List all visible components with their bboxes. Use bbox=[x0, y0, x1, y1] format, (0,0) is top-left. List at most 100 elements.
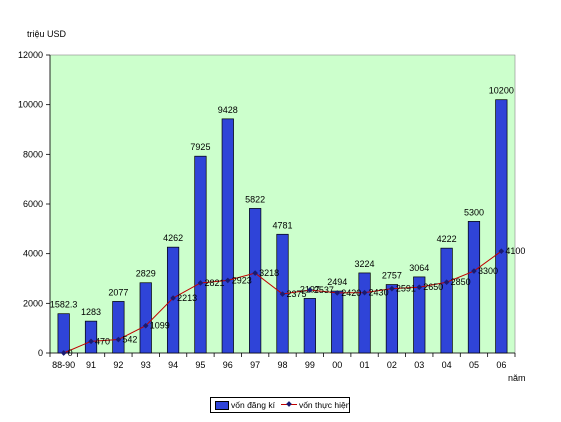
x-tick-label: 88-90 bbox=[52, 360, 75, 370]
y-tick-label: 8000 bbox=[23, 149, 43, 159]
line-value-label: 2850 bbox=[451, 277, 471, 287]
bar-value-label: 4222 bbox=[437, 234, 457, 244]
bar bbox=[84, 320, 98, 354]
x-tick-label: 00 bbox=[332, 360, 342, 370]
line-value-label: 2213 bbox=[177, 293, 197, 303]
line-value-label: 1099 bbox=[150, 321, 170, 331]
line-point bbox=[443, 279, 450, 286]
y-tick-label: 4000 bbox=[23, 249, 43, 259]
bar bbox=[467, 221, 481, 354]
line-value-label: 0 bbox=[68, 348, 73, 358]
y-tick-label: 6000 bbox=[23, 199, 43, 209]
legend-bar-label: vốn đăng kí bbox=[231, 400, 275, 410]
line-series bbox=[60, 248, 505, 356]
line-point bbox=[224, 277, 231, 284]
legend-line-label: vốn thực hiện bbox=[298, 400, 351, 410]
bar-value-label: 1582.3 bbox=[50, 300, 78, 310]
bar bbox=[112, 301, 125, 354]
line-value-label: 2821 bbox=[204, 278, 224, 288]
bar-value-label: 5822 bbox=[245, 194, 265, 204]
x-tick-label: 06 bbox=[496, 360, 506, 370]
x-tick-label: 92 bbox=[113, 360, 123, 370]
x-tick-label: 99 bbox=[305, 360, 315, 370]
x-tick-label: 93 bbox=[141, 360, 151, 370]
line-value-label: 2591 bbox=[396, 284, 416, 294]
line-point bbox=[115, 336, 122, 343]
bar bbox=[331, 290, 344, 354]
line-point bbox=[498, 248, 505, 255]
line-value-label: 2430 bbox=[369, 288, 389, 298]
x-axis-unit: năm bbox=[508, 373, 526, 383]
bar-value-label: 3064 bbox=[409, 263, 429, 273]
bar bbox=[194, 155, 207, 354]
line-value-label: 542 bbox=[122, 335, 137, 345]
line-value-label: 2375 bbox=[287, 289, 307, 299]
bar-value-label: 2829 bbox=[136, 269, 156, 279]
line-data-labels: 0 470 542 1099 2213 2821 2923 3218 2375 2537 2420 2… bbox=[68, 246, 526, 358]
line-point bbox=[197, 280, 204, 286]
legend-item-line: vốn thực hiện bbox=[280, 400, 351, 410]
bar-value-label: 2757 bbox=[382, 271, 402, 281]
y-axis-unit: triệu USD bbox=[27, 29, 67, 39]
bar bbox=[495, 99, 508, 354]
line-point bbox=[170, 295, 176, 301]
x-tick-label: 05 bbox=[469, 360, 479, 370]
x-tick-label: 02 bbox=[387, 360, 397, 370]
x-tick-label: 98 bbox=[277, 360, 287, 370]
y-tick-label: 10000 bbox=[18, 100, 43, 110]
legend: vốn đăng kí vốn thực hiện bbox=[210, 397, 350, 413]
x-tick-label: 04 bbox=[442, 360, 452, 370]
bar-value-label: 4262 bbox=[163, 233, 183, 243]
bar bbox=[139, 282, 152, 354]
line-point bbox=[142, 322, 149, 329]
line-point bbox=[361, 289, 368, 296]
legend-line-marker bbox=[280, 401, 297, 409]
bar-value-label: 7925 bbox=[190, 142, 210, 152]
bar bbox=[249, 208, 262, 354]
line-value-label: 2420 bbox=[341, 288, 361, 298]
line-point bbox=[416, 284, 423, 291]
line-point bbox=[389, 285, 395, 292]
bar bbox=[303, 298, 316, 354]
bar bbox=[221, 118, 234, 354]
line-point bbox=[88, 338, 94, 345]
line-point bbox=[279, 291, 286, 297]
y-tick-label: 0 bbox=[38, 348, 43, 358]
bar-value-label: 3224 bbox=[355, 259, 375, 269]
bar bbox=[385, 284, 399, 354]
y-tick-label: 12000 bbox=[18, 50, 43, 60]
x-tick-label: 97 bbox=[250, 360, 260, 370]
bar-value-label: 1283 bbox=[81, 307, 101, 317]
legend-bar-swatch bbox=[215, 400, 229, 410]
bar-value-label: 5300 bbox=[464, 207, 484, 217]
line-value-label: 4100 bbox=[505, 246, 525, 256]
x-tick-label: 95 bbox=[195, 360, 205, 370]
x-tick-label: 03 bbox=[414, 360, 424, 370]
line-value-label: 2537 bbox=[314, 285, 334, 295]
bar-value-label: 9428 bbox=[218, 105, 238, 115]
y-axis: 0 2000 4000 6000 8000 10000 12000 bbox=[18, 50, 51, 358]
bar bbox=[358, 272, 371, 354]
bar bbox=[440, 247, 453, 354]
bar-value-label: 4781 bbox=[272, 220, 292, 230]
x-tick-label: 01 bbox=[360, 360, 370, 370]
line-point bbox=[252, 270, 258, 276]
x-tick-label: 91 bbox=[86, 360, 96, 370]
x-tick-label: 94 bbox=[168, 360, 178, 370]
line-value-label: 3218 bbox=[259, 268, 279, 278]
line-value-label: 2923 bbox=[232, 275, 252, 285]
bar-data-labels: 1582.31283207728294262792594285822478121… bbox=[50, 86, 514, 317]
line-point bbox=[307, 287, 313, 293]
line-value-label: 470 bbox=[95, 336, 110, 346]
y-tick-label: 2000 bbox=[23, 298, 43, 308]
line-point bbox=[334, 290, 341, 296]
x-axis: 88-90 91 92 93 94 95 96 97 98 99 00 01 02 03 04 05 06 bbox=[49, 352, 516, 370]
bar-value-label: 10200 bbox=[489, 86, 514, 96]
x-tick-label: 96 bbox=[223, 360, 233, 370]
bar-value-label: 2077 bbox=[108, 287, 128, 297]
line-value-label: 2650 bbox=[423, 282, 443, 292]
line-value-label: 3300 bbox=[478, 266, 498, 276]
line-point bbox=[471, 268, 477, 274]
bar bbox=[413, 276, 426, 354]
